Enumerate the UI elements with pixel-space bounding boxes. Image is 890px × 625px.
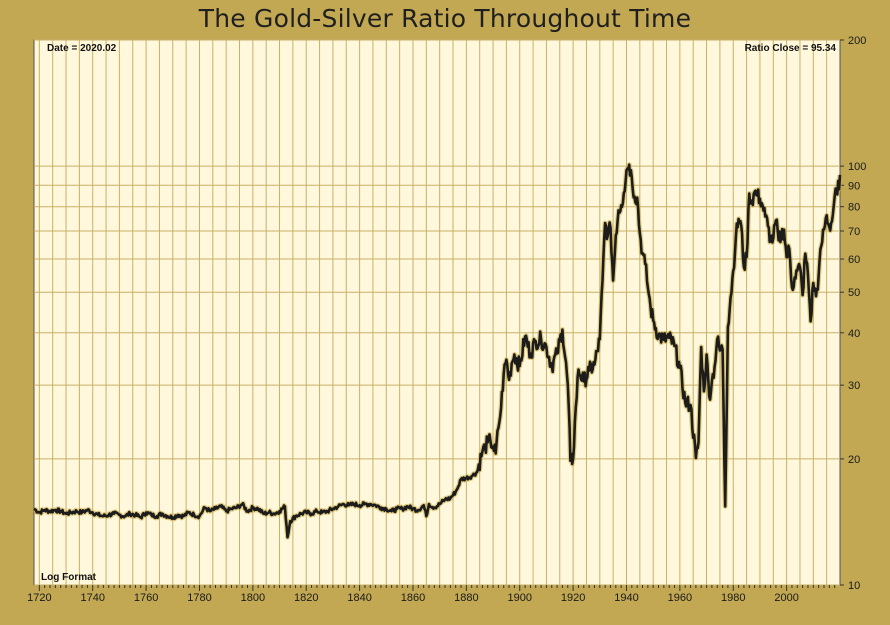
- y-tick-label: 200: [848, 35, 866, 47]
- x-tick-label: 1800: [241, 592, 265, 604]
- y-tick-label: 70: [848, 226, 860, 238]
- y-tick-label: 50: [848, 287, 860, 299]
- x-tick-label: 1840: [347, 592, 371, 604]
- close-label: Ratio Close = 95.34: [745, 43, 837, 54]
- axis-ticks: 10 20 30 40 50 60 70 80 90 100 200 1720 1740 1760 1780…: [27, 35, 866, 604]
- y-tick-label: 80: [848, 202, 860, 214]
- x-tick-label: 1760: [134, 592, 158, 604]
- x-tick-label: 1720: [27, 592, 51, 604]
- x-tick-label: 1780: [187, 592, 211, 604]
- chart-title: The Gold-Silver Ratio Throughout Time: [198, 4, 692, 33]
- y-tick-label: 60: [848, 254, 860, 266]
- x-tick-label: 1860: [401, 592, 425, 604]
- x-tick-label: 1920: [561, 592, 585, 604]
- y-tick-label: 10: [848, 580, 860, 592]
- x-tick-label: 1740: [80, 592, 104, 604]
- y-tick-label: 40: [848, 328, 860, 340]
- y-tick-label: 90: [848, 180, 860, 192]
- y-tick-label: 20: [848, 454, 860, 466]
- x-tick-label: 1880: [454, 592, 478, 604]
- date-label: Date = 2020.02: [47, 43, 117, 54]
- x-tick-label: 1980: [721, 592, 745, 604]
- x-tick-label: 1900: [507, 592, 531, 604]
- x-tick-label: 1820: [294, 592, 318, 604]
- y-tick-label: 100: [848, 161, 866, 173]
- x-tick-label: 2000: [774, 592, 798, 604]
- y-tick-label: 30: [848, 380, 860, 392]
- plot-area: [33, 39, 841, 586]
- x-tick-label: 1960: [668, 592, 692, 604]
- series-line-core: [33, 163, 842, 539]
- x-tick-label: 1940: [614, 592, 638, 604]
- log-format-label: Log Format: [41, 572, 97, 583]
